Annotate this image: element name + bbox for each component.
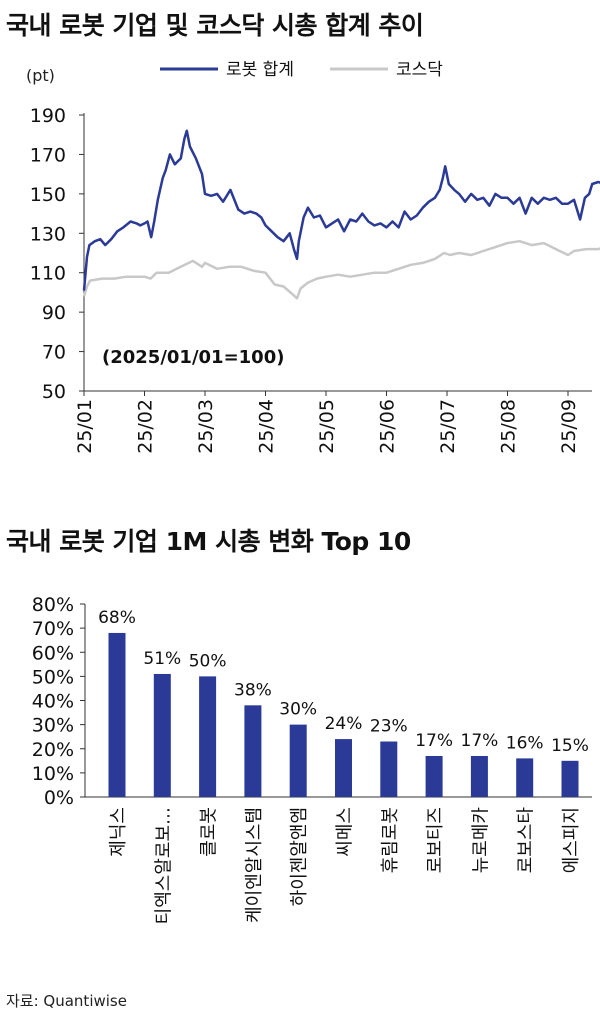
y-tick-label: 60% [32, 642, 74, 664]
bar [380, 741, 398, 797]
x-tick-label: 25/03 [195, 399, 217, 454]
series-line-kosdaq [82, 239, 600, 300]
y-tick-label: 50 [42, 381, 66, 403]
line-chart: (pt) 로봇 합계 코스닥 50 70 90 110 130 150 170 190 25/01 25… [26, 60, 600, 454]
y-tick-label: 190 [30, 105, 66, 127]
bar-value-label: 23% [370, 717, 408, 737]
category-label: 클로봇 [199, 807, 220, 857]
bar [470, 755, 488, 797]
y-tick-label: 70% [32, 618, 74, 640]
category-label: 휴림로봇 [380, 807, 401, 873]
legend-label: 코스닥 [396, 60, 443, 80]
y-tick-label: 150 [30, 184, 66, 206]
bar [108, 632, 126, 797]
legend-label: 로봇 합계 [226, 60, 294, 80]
bar [289, 724, 307, 797]
category-label: 케이엔알시스템 [244, 807, 265, 923]
y-tick-label: 80% [32, 594, 74, 616]
x-tick-label: 25/08 [498, 399, 520, 454]
x-tick-label: 25/04 [256, 399, 278, 454]
y-tick-label: 20% [32, 739, 74, 761]
line-chart-title: 국내 로봇 기업 및 코스닥 시총 합계 추이 [6, 11, 424, 40]
x-tick-label: 25/07 [437, 399, 459, 454]
bar-value-label: 30% [279, 700, 317, 720]
category-label: 뉴로메카 [470, 807, 491, 873]
category-label: 하이젠알앤엠 [289, 807, 310, 906]
x-tick-label: 25/01 [74, 399, 96, 454]
x-tick-label: 25/09 [558, 399, 580, 454]
chart-note: (2025/01/01=100) [102, 347, 284, 368]
x-tick-label: 25/06 [377, 399, 399, 454]
bar [561, 760, 579, 797]
y-tick-label: 110 [30, 263, 66, 285]
bar [153, 673, 171, 797]
y-tick-label: 90 [42, 302, 66, 324]
source-note: 자료: Quantiwise [6, 992, 127, 1010]
bar-chart: 0%10%20%30%40%50%60%70%80%68%제닉스51%티엑스알로… [32, 594, 592, 924]
bar-value-label: 17% [415, 731, 453, 751]
bar-value-label: 38% [234, 680, 272, 700]
bar-value-label: 51% [143, 649, 181, 669]
x-tick-label: 25/02 [135, 399, 157, 454]
x-tick-label: 25/05 [316, 399, 338, 454]
series-line-robot [82, 129, 600, 291]
y-tick-label: 40% [32, 691, 74, 713]
category-label: 제닉스 [108, 807, 129, 857]
y-tick-label: 30% [32, 715, 74, 737]
category-label: 씨메스 [335, 807, 356, 857]
category-label: 에스피지 [561, 807, 582, 873]
bar-value-label: 68% [98, 608, 136, 628]
y-tick-label: 170 [30, 144, 66, 166]
y-tick-label: 70 [42, 342, 66, 364]
category-label: 로보스타 [516, 807, 537, 874]
bar-value-label: 17% [461, 731, 499, 751]
bar-value-label: 15% [551, 736, 589, 756]
bar [516, 758, 534, 797]
bar [244, 705, 262, 797]
category-label: 로보티즈 [425, 807, 446, 873]
bar [199, 676, 217, 797]
category-label: 티엑스알로보… [153, 807, 174, 924]
bar-value-label: 24% [325, 714, 363, 734]
y-tick-label: 130 [30, 223, 66, 245]
y-tick-label: 10% [32, 763, 74, 785]
unit-label: (pt) [26, 66, 55, 85]
bar-value-label: 50% [189, 651, 227, 671]
bar-value-label: 16% [506, 733, 544, 753]
bar [335, 739, 352, 797]
bar-chart-title: 국내 로봇 기업 1M 시총 변화 Top 10 [6, 527, 411, 556]
bar [425, 755, 443, 797]
y-tick-label: 50% [32, 666, 74, 688]
y-tick-label: 0% [44, 787, 74, 809]
